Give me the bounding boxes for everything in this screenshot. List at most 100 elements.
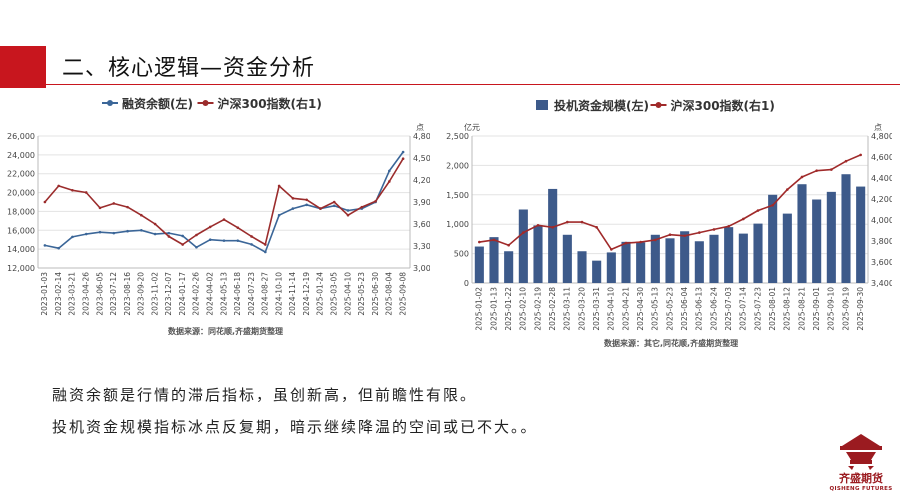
series-point-1 bbox=[815, 169, 818, 172]
series-point-1 bbox=[264, 243, 267, 246]
bar-3 bbox=[518, 209, 528, 283]
series-point-0 bbox=[208, 238, 212, 242]
series-point-1 bbox=[492, 238, 496, 242]
company-logo-icon bbox=[840, 434, 882, 470]
legend-label-1: 沪深300指数(右1) bbox=[671, 98, 775, 113]
left-tick-label: 22,000 bbox=[7, 170, 35, 179]
series-point-1 bbox=[236, 226, 240, 229]
series-point-1 bbox=[830, 168, 833, 171]
right-tick-label: 3,600 bbox=[871, 258, 892, 267]
series-point-1 bbox=[522, 231, 525, 234]
x-tick-label: 2025-03-31 bbox=[592, 287, 601, 331]
right-tick-label: 3,800 bbox=[871, 237, 892, 246]
x-tick-label: 2025-09-01 bbox=[812, 287, 821, 331]
right-tick-label: 3,400 bbox=[871, 279, 892, 288]
x-tick-label: 2025-09-19 bbox=[841, 287, 850, 331]
speculative-funds-chart-svg: 投机资金规模(左) 沪深300指数(右1) 0 500 1,000 1,500 2,000 2… bbox=[446, 98, 892, 348]
bar-23 bbox=[812, 199, 822, 283]
x-tick-label: 2024-10-10 bbox=[274, 272, 283, 316]
x-tick-label: 2025-02-19 bbox=[533, 287, 542, 331]
series-point-1 bbox=[566, 220, 569, 224]
left-tick-label: 18,000 bbox=[7, 207, 35, 216]
series-point-1 bbox=[305, 198, 308, 202]
x-tick-label: 2023-02-14 bbox=[54, 272, 63, 316]
x-tick-label: 2024-05-13 bbox=[219, 272, 228, 316]
x-tick-label: 2023-06-05 bbox=[95, 272, 104, 316]
right-axis-unit: 点 bbox=[874, 123, 882, 132]
legend-swatch-0 bbox=[536, 100, 548, 110]
bar-24 bbox=[826, 191, 836, 283]
legend-label-0: 融资余额(左) bbox=[122, 96, 193, 111]
x-tick-label: 2023-04-26 bbox=[81, 272, 90, 316]
left-axis-unit: 亿元 bbox=[464, 122, 480, 132]
series-point-1 bbox=[401, 157, 405, 161]
series-point-1 bbox=[277, 184, 281, 188]
left-tick-label: 0 bbox=[464, 279, 469, 288]
x-tick-label: 2025-01-13 bbox=[489, 287, 498, 331]
x-tick-label: 2025-04-10 bbox=[607, 287, 616, 331]
bar-14 bbox=[680, 231, 690, 283]
legend-marker-1 bbox=[655, 102, 662, 108]
left-tick-label: 2,000 bbox=[446, 161, 469, 170]
x-tick-label: 2025-01-24 bbox=[316, 272, 325, 316]
page-title: 二、核心逻辑—资金分析 bbox=[62, 56, 316, 81]
right-tick-label: 3,600 bbox=[413, 220, 430, 229]
x-tick-label: 2023-09-20 bbox=[137, 272, 146, 316]
left-tick-label: 26,000 bbox=[7, 132, 35, 141]
right-tick-label: 3,300 bbox=[413, 242, 430, 251]
bar-10 bbox=[621, 241, 631, 283]
legend-label-0: 投机资金规模(左) bbox=[554, 98, 649, 113]
x-tick-label: 2025-08-12 bbox=[783, 287, 792, 331]
analysis-text-2: 投机资金规模指标冰点反复期，暗示继续降温的空间或已不大。。 bbox=[52, 418, 538, 436]
series-point-1 bbox=[360, 205, 364, 209]
bar-19 bbox=[753, 223, 763, 283]
bar-6 bbox=[562, 234, 572, 283]
company-name: 齐盛期货 bbox=[839, 472, 883, 485]
x-tick-label: 2025-04-10 bbox=[343, 272, 352, 316]
x-tick-label: 2024-08-27 bbox=[261, 272, 270, 316]
bar-5 bbox=[548, 188, 558, 283]
bar-15 bbox=[694, 241, 704, 283]
x-tick-label: 2025-06-30 bbox=[371, 272, 380, 316]
series-point-0 bbox=[112, 231, 116, 235]
series-point-1 bbox=[388, 180, 391, 183]
series-point-1 bbox=[624, 241, 628, 245]
right-tick-label: 4,800 bbox=[871, 132, 892, 141]
series-point-1 bbox=[595, 226, 598, 229]
series-point-1 bbox=[112, 202, 116, 205]
left-tick-label: 16,000 bbox=[7, 226, 35, 235]
bar-26 bbox=[856, 186, 866, 283]
series-point-0 bbox=[84, 232, 88, 236]
x-tick-label: 2025-07-14 bbox=[739, 287, 748, 331]
series-point-0 bbox=[305, 203, 308, 207]
x-tick-label: 2025-06-04 bbox=[680, 287, 689, 331]
series-point-1 bbox=[291, 197, 295, 200]
series-point-1 bbox=[698, 231, 701, 234]
x-tick-label: 2025-09-30 bbox=[856, 287, 865, 331]
series-point-1 bbox=[639, 240, 642, 244]
series-point-1 bbox=[771, 204, 774, 207]
bar-20 bbox=[768, 194, 778, 283]
bar-22 bbox=[797, 184, 807, 283]
series-point-1 bbox=[208, 225, 212, 229]
series-point-1 bbox=[551, 226, 554, 229]
x-tick-label: 2023-12-07 bbox=[164, 272, 173, 316]
x-tick-label: 2025-06-13 bbox=[695, 287, 704, 331]
series-point-1 bbox=[800, 175, 804, 179]
series-line-0 bbox=[44, 151, 404, 253]
source-note: 数据来源：同花顺,齐盛期货整理 bbox=[168, 326, 283, 336]
x-tick-label: 2025-04-21 bbox=[621, 287, 630, 331]
left-tick-label: 12,000 bbox=[7, 264, 35, 273]
x-tick-label: 2025-02-10 bbox=[519, 287, 528, 331]
series-point-0 bbox=[167, 231, 171, 235]
series-point-0 bbox=[264, 250, 267, 254]
bar-8 bbox=[592, 260, 602, 283]
title-accent-bar bbox=[0, 46, 46, 88]
bar-18 bbox=[738, 233, 748, 283]
x-tick-label: 2023-11-02 bbox=[150, 272, 159, 316]
series-point-1 bbox=[140, 213, 143, 217]
right-tick-label: 4,200 bbox=[871, 195, 892, 204]
x-tick-label: 2023-03-21 bbox=[68, 272, 77, 316]
x-tick-label: 2025-02-28 bbox=[548, 287, 557, 331]
bar-21 bbox=[782, 213, 792, 283]
